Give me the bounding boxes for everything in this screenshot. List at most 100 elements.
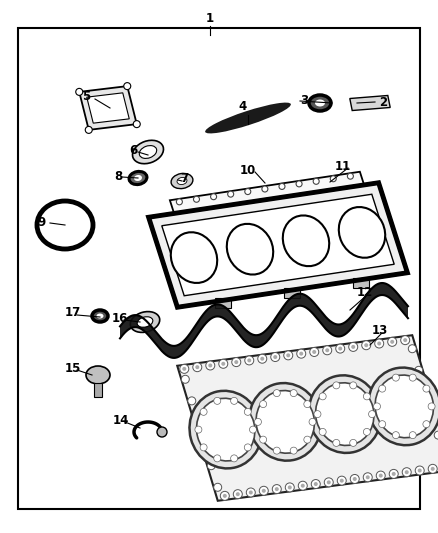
Text: 11: 11 (335, 160, 351, 174)
Circle shape (233, 490, 242, 499)
Circle shape (284, 351, 293, 360)
Circle shape (314, 410, 321, 418)
Ellipse shape (309, 95, 331, 111)
Bar (353, 278, 369, 288)
Polygon shape (162, 194, 394, 296)
Ellipse shape (368, 368, 438, 445)
Ellipse shape (283, 215, 329, 266)
Circle shape (221, 362, 225, 366)
Text: 5: 5 (82, 91, 90, 103)
Circle shape (273, 447, 280, 454)
Circle shape (124, 83, 131, 90)
Text: 7: 7 (180, 173, 188, 185)
Ellipse shape (315, 100, 325, 107)
Circle shape (289, 209, 295, 215)
Circle shape (402, 468, 411, 477)
Circle shape (304, 401, 311, 408)
Circle shape (310, 348, 319, 357)
Polygon shape (170, 172, 370, 232)
Circle shape (272, 484, 281, 494)
Circle shape (200, 444, 207, 451)
Circle shape (301, 484, 305, 488)
Circle shape (363, 473, 372, 482)
Polygon shape (148, 183, 407, 307)
Circle shape (377, 342, 381, 345)
Ellipse shape (86, 366, 110, 384)
Circle shape (314, 482, 318, 486)
Circle shape (204, 222, 210, 228)
Polygon shape (79, 86, 137, 130)
Circle shape (349, 342, 358, 351)
Text: 4: 4 (239, 101, 247, 114)
Circle shape (401, 336, 410, 345)
Text: 16: 16 (112, 311, 128, 325)
Ellipse shape (256, 391, 314, 453)
Circle shape (312, 350, 316, 354)
Circle shape (244, 444, 251, 451)
Circle shape (392, 374, 399, 381)
Polygon shape (120, 283, 408, 358)
Ellipse shape (249, 383, 321, 461)
Circle shape (374, 403, 381, 410)
Circle shape (234, 360, 238, 364)
Circle shape (366, 475, 370, 479)
Circle shape (347, 173, 353, 179)
Circle shape (337, 476, 346, 485)
Circle shape (285, 483, 294, 492)
Ellipse shape (171, 173, 193, 189)
Circle shape (286, 353, 290, 357)
Circle shape (290, 390, 297, 397)
Circle shape (133, 120, 140, 127)
Circle shape (428, 464, 437, 473)
Circle shape (258, 354, 267, 363)
Circle shape (177, 199, 182, 205)
Circle shape (338, 346, 342, 351)
Ellipse shape (316, 383, 374, 446)
Circle shape (214, 397, 221, 405)
Ellipse shape (133, 140, 163, 164)
Ellipse shape (96, 313, 103, 319)
Circle shape (193, 362, 202, 372)
Circle shape (428, 409, 436, 417)
Ellipse shape (130, 312, 160, 333)
Circle shape (304, 436, 311, 443)
Bar (284, 288, 300, 298)
Circle shape (273, 355, 277, 359)
Circle shape (389, 470, 398, 479)
Circle shape (273, 390, 280, 397)
Ellipse shape (375, 375, 434, 438)
Circle shape (194, 196, 199, 202)
Circle shape (327, 480, 331, 484)
Circle shape (418, 469, 422, 473)
Circle shape (368, 410, 375, 418)
Circle shape (333, 382, 340, 389)
Circle shape (325, 348, 329, 352)
Ellipse shape (137, 317, 153, 327)
Text: 3: 3 (300, 93, 308, 107)
Circle shape (388, 337, 397, 346)
Circle shape (309, 418, 316, 425)
Circle shape (255, 215, 261, 221)
Circle shape (200, 408, 207, 415)
Circle shape (246, 488, 255, 497)
Circle shape (290, 447, 297, 454)
Circle shape (376, 471, 385, 480)
Circle shape (313, 179, 319, 184)
Circle shape (311, 480, 320, 489)
Circle shape (350, 439, 357, 447)
Circle shape (259, 486, 268, 495)
Circle shape (76, 88, 83, 95)
Polygon shape (177, 335, 438, 501)
Circle shape (408, 345, 416, 353)
Ellipse shape (171, 232, 217, 283)
Circle shape (423, 385, 430, 392)
Ellipse shape (308, 375, 381, 453)
Circle shape (364, 393, 371, 400)
Circle shape (375, 339, 384, 348)
Circle shape (340, 201, 346, 208)
Circle shape (364, 429, 371, 435)
Circle shape (379, 385, 386, 392)
Circle shape (157, 427, 167, 437)
Ellipse shape (129, 172, 147, 184)
Circle shape (250, 426, 257, 433)
